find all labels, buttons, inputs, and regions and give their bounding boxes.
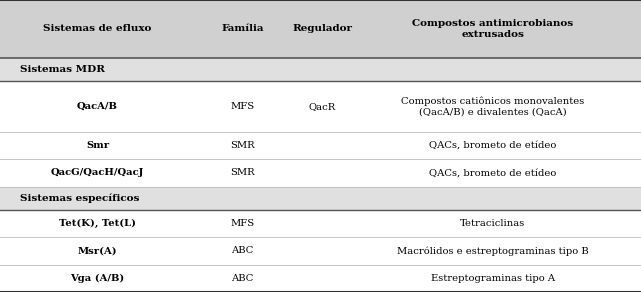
Text: SMR: SMR [230,168,255,177]
Text: Vga (A/B): Vga (A/B) [71,274,124,283]
Bar [0,159,641,187]
Text: MFS: MFS [230,219,254,228]
Text: Sistemas MDR: Sistemas MDR [20,65,105,74]
Text: Tet(K), Tet(L): Tet(K), Tet(L) [59,219,136,228]
Bar [0,81,641,132]
Text: Sistemas específicos: Sistemas específicos [20,194,139,203]
Text: Msr(A): Msr(A) [78,246,117,256]
Text: MFS: MFS [230,102,254,111]
Bar [0,0,641,58]
Text: Regulador: Regulador [292,25,353,33]
Text: QacA/B: QacA/B [77,102,118,111]
Text: SMR: SMR [230,141,255,150]
Text: ABC: ABC [231,274,254,283]
Bar [0,58,641,81]
Text: Compostos catiônicos monovalentes
(QacA/B) e divalentes (QacA): Compostos catiônicos monovalentes (QacA/… [401,97,585,117]
Text: Macrólidos e estreptograminas tipo B: Macrólidos e estreptograminas tipo B [397,246,589,256]
Text: ABC: ABC [231,246,254,256]
Text: QACs, brometo de etídeo: QACs, brometo de etídeo [429,141,556,150]
Text: Sistemas de efluxo: Sistemas de efluxo [44,25,152,33]
Text: QACs, brometo de etídeo: QACs, brometo de etídeo [429,168,556,177]
Text: QacG/QacH/QacJ: QacG/QacH/QacJ [51,168,144,177]
Bar [0,210,641,237]
Bar [0,237,641,265]
Text: Estreptograminas tipo A: Estreptograminas tipo A [431,274,555,283]
Text: Smr: Smr [86,141,109,150]
Bar [0,265,641,292]
Text: Tetraciclinas: Tetraciclinas [460,219,526,228]
Text: Compostos antimicrobianos
extrusados: Compostos antimicrobianos extrusados [412,19,574,39]
Text: Família: Família [221,25,263,33]
Text: QacR: QacR [309,102,336,111]
Bar [0,132,641,159]
Bar [0,187,641,210]
